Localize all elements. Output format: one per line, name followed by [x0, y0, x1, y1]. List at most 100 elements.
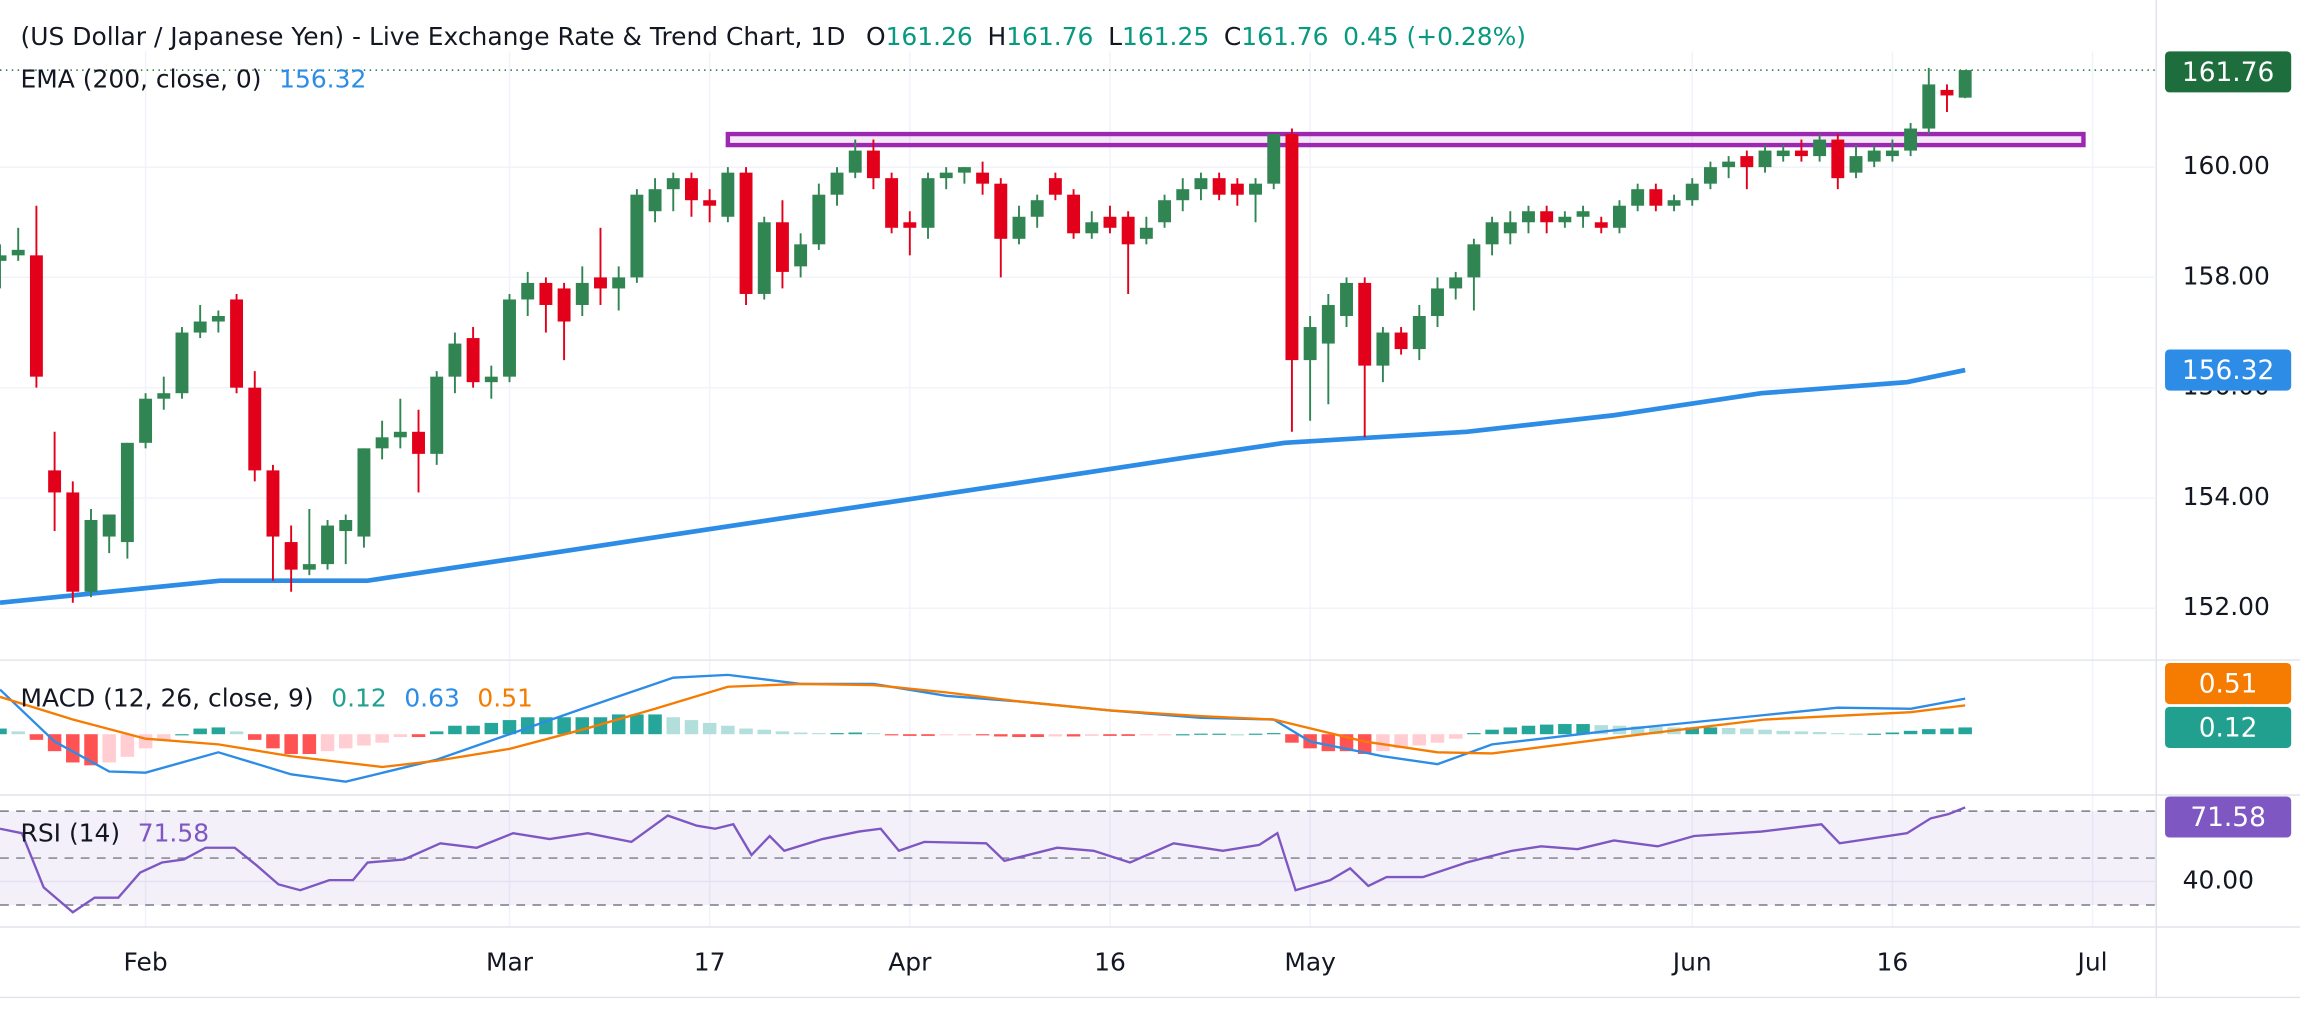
histogram-bar [302, 734, 317, 754]
candle-body [1321, 304, 1335, 344]
price-tag-label: 0.51 [2199, 669, 2258, 700]
histogram-bar [1394, 734, 1408, 749]
candle-body [1449, 277, 1463, 289]
ema-value: 156.32 [279, 65, 366, 94]
macd-name: MACD (12, 26, close, 9) [21, 684, 314, 713]
histogram-bar [229, 731, 244, 735]
histogram-bar [1194, 733, 1208, 735]
candle-body [1212, 178, 1226, 195]
histogram-bar [630, 714, 644, 735]
candle-body [1740, 156, 1754, 168]
candle-body [211, 316, 225, 322]
candle-body [302, 564, 316, 570]
candle-body [357, 448, 371, 537]
candle-body [921, 178, 935, 228]
candle-body [1722, 161, 1736, 168]
candle-body [321, 525, 334, 565]
histogram-bar [1867, 733, 1881, 735]
candle-body [1103, 216, 1117, 228]
histogram-bar [284, 734, 298, 754]
histogram-bar [1430, 734, 1445, 743]
candle-body [521, 282, 535, 300]
candle-body [484, 376, 498, 383]
candle-body [1048, 178, 1062, 195]
histogram-bar [757, 729, 771, 735]
histogram-bar [1503, 727, 1518, 735]
candle-body [48, 470, 62, 493]
candle-body [284, 542, 298, 570]
x-tick-label: May [1284, 948, 1336, 977]
histogram-bar [884, 734, 899, 736]
resistance-zone [725, 131, 2086, 148]
histogram-bar [903, 734, 917, 736]
candle-body [393, 431, 407, 438]
histogram-bar [1212, 733, 1226, 735]
price-tag [2165, 796, 2292, 838]
histogram-bar [1558, 724, 1572, 735]
histogram-bar [830, 733, 844, 735]
candle-body [830, 172, 844, 195]
x-tick-label: Apr [888, 948, 932, 977]
rsi-line [0, 806, 1966, 914]
candle-body [757, 222, 771, 294]
candle-body [1649, 189, 1663, 206]
histogram-bar [666, 717, 681, 735]
histogram-bar [66, 734, 80, 763]
macd-legend: MACD (12, 26, close, 9) 0.12 0.63 0.51 [21, 684, 533, 713]
candle-body [1867, 150, 1881, 162]
candle-body [1358, 282, 1372, 366]
candle-body [412, 431, 425, 454]
candle-body [175, 332, 189, 394]
candle-body [1576, 211, 1590, 217]
candle-body [848, 150, 862, 173]
histogram-bar [1266, 733, 1281, 735]
candle-body [775, 222, 789, 272]
candle-body [648, 189, 662, 212]
readout-key: H [987, 22, 1006, 51]
readout-value: 161.76 [1241, 22, 1328, 51]
x-tick-label: Jul [2076, 948, 2108, 977]
candle-body [1776, 150, 1790, 157]
histogram-bar [975, 734, 990, 736]
candle-body [1230, 183, 1244, 195]
histogram-bar [1958, 727, 1972, 735]
candle-body [739, 172, 753, 294]
histogram-bar [357, 734, 371, 746]
histogram-bar [1812, 731, 1827, 735]
candle-body [1940, 89, 1954, 96]
histogram-bar [1922, 729, 1936, 735]
histogram-bar [1176, 734, 1190, 736]
candle-body [1139, 227, 1153, 239]
macd-value: 0.12 [331, 684, 387, 713]
histogram-bar [0, 728, 7, 735]
candle-body [1194, 178, 1208, 190]
y-tick-label: 158.00 [2183, 261, 2270, 290]
candle-body [1303, 327, 1317, 361]
histogram-bar [1048, 734, 1063, 737]
candle-body [1685, 183, 1699, 201]
x-tick-label: 16 [1094, 948, 1126, 977]
candle-body [1503, 222, 1517, 234]
histogram-bar [1940, 728, 1954, 735]
histogram-bar [466, 725, 480, 735]
x-tick-label: 17 [694, 948, 726, 977]
candle-body [1249, 183, 1262, 195]
histogram-bar [1230, 734, 1245, 736]
histogram-bar [29, 734, 44, 740]
candle-body [1631, 189, 1645, 206]
header-title: (US Dollar / Japanese Yen) - Live Exchan… [21, 22, 846, 51]
histogram-bar [1030, 734, 1044, 738]
candle-body [594, 277, 607, 289]
rsi-value: 71.58 [138, 819, 209, 848]
price-tag-label: 0.12 [2199, 712, 2258, 743]
candle-body [84, 520, 98, 592]
candle-body [1522, 211, 1535, 223]
candle-body [1703, 167, 1717, 184]
histogram-bar [1831, 733, 1845, 735]
price-tag [2165, 51, 2292, 93]
histogram-bar [11, 731, 25, 735]
candle-body [1121, 216, 1135, 245]
candle-body [193, 321, 207, 333]
header: (US Dollar / Japanese Yen) - Live Exchan… [21, 22, 1526, 51]
